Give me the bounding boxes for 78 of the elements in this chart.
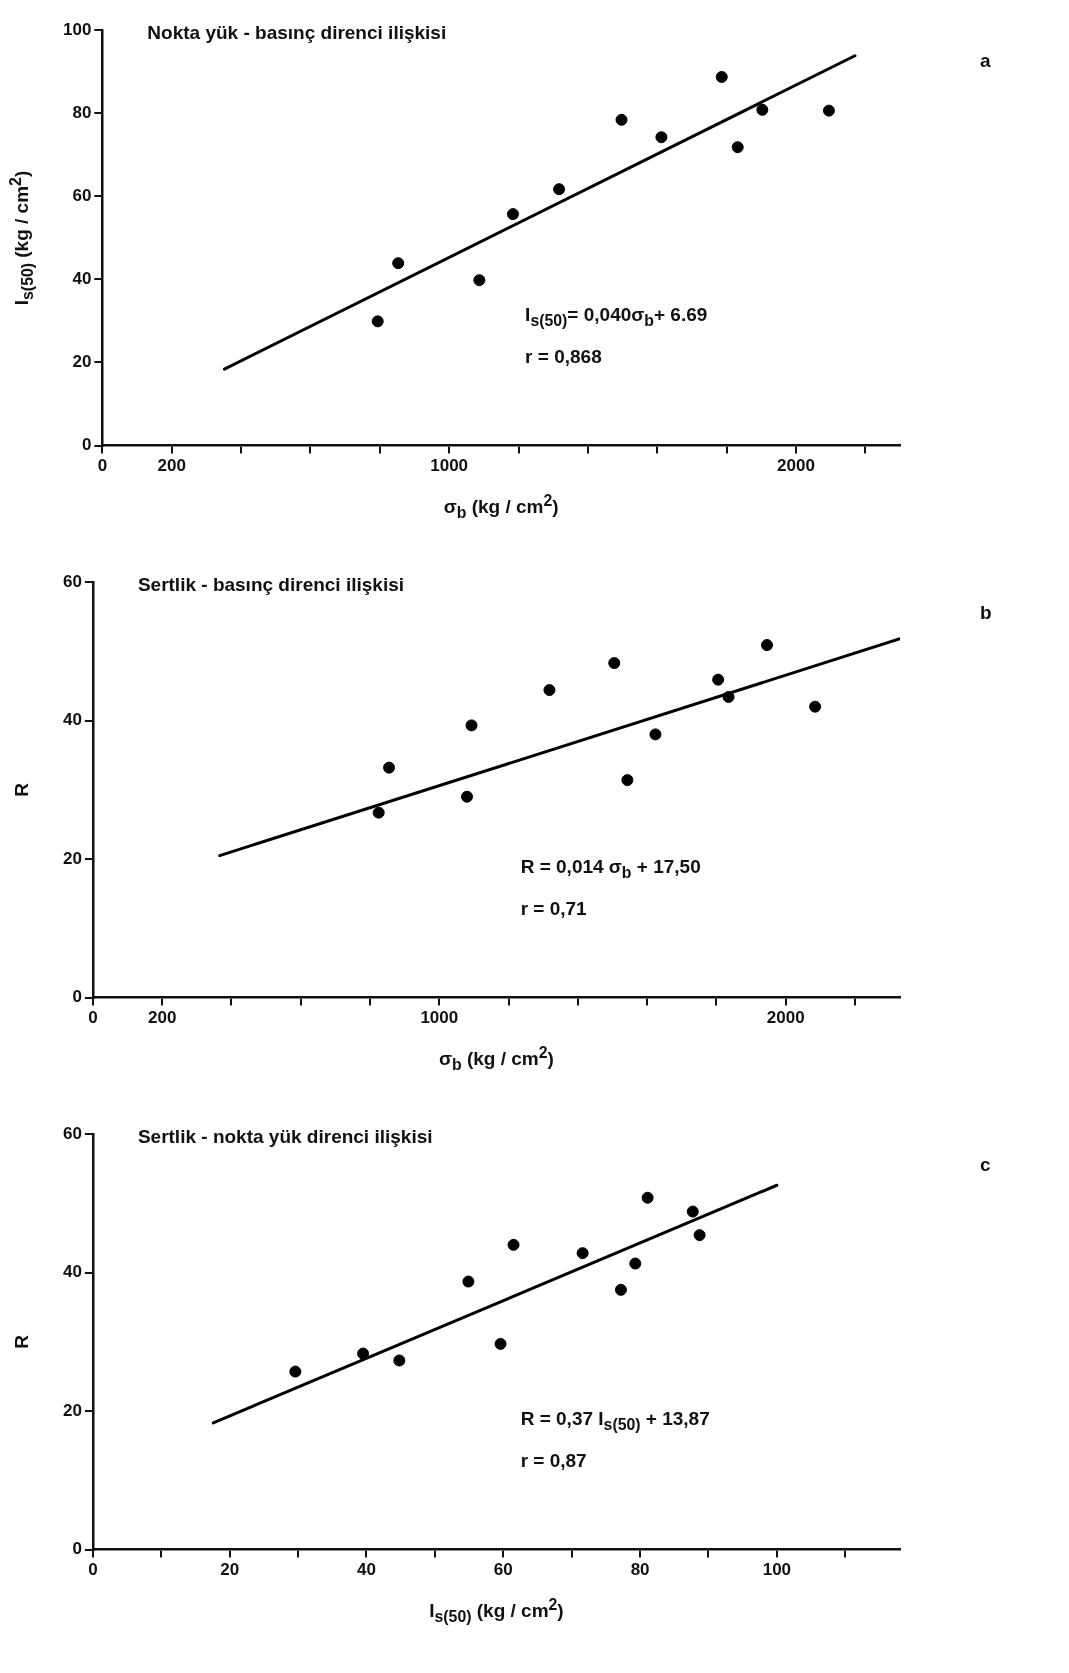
annotation: R = 0,014 σ$_{b}$ + 17,50: [520, 856, 701, 883]
y-tick-label: 20: [72, 352, 92, 372]
y-tick-label: 40: [72, 269, 92, 289]
y-tick-label: 40: [62, 710, 82, 730]
point: [462, 1275, 475, 1288]
y-tick-label: 40: [62, 1262, 82, 1282]
point: [393, 1354, 406, 1367]
y-tick-label: 60: [62, 571, 82, 591]
point: [756, 103, 769, 116]
point: [289, 1365, 302, 1378]
annotation: r = 0,71: [520, 898, 587, 921]
x-tick-label: 60: [493, 1560, 513, 1580]
annotation: r = 0,87: [520, 1450, 587, 1473]
point: [722, 690, 735, 703]
x-tick-label: 0: [97, 456, 108, 476]
chart-title: Sertlik - basınç direnci ilişkisi: [137, 574, 405, 596]
point: [383, 761, 396, 774]
x-axis-title: σ$_{b}$ (kg / cm$^{2}$): [439, 1044, 554, 1075]
x-tick-label: 80: [630, 1560, 650, 1580]
point: [655, 131, 668, 144]
y-tick-label: 20: [62, 1400, 82, 1420]
point: [461, 790, 474, 803]
point: [715, 70, 728, 83]
point: [357, 1347, 370, 1360]
y-tick-label: 60: [72, 185, 92, 205]
text: c: [980, 1154, 991, 1176]
y-tick-label: 80: [72, 102, 92, 122]
point: [621, 774, 634, 787]
x-tick-label: 100: [762, 1560, 792, 1580]
point: [615, 113, 628, 126]
point: [686, 1205, 699, 1218]
point: [506, 208, 519, 221]
point: [543, 684, 556, 697]
point: [641, 1191, 654, 1204]
point: [392, 257, 405, 270]
point: [465, 719, 478, 732]
y-tick-label: 20: [62, 848, 82, 868]
point: [760, 639, 773, 652]
annotation: R = 0,37 I$_{s(50)}$ + 13,87: [520, 1408, 710, 1435]
point: [576, 1247, 589, 1260]
point: [371, 315, 384, 328]
y-tick-label: 0: [81, 435, 92, 455]
point: [473, 274, 486, 287]
point: [507, 1238, 520, 1251]
point: [731, 141, 744, 154]
x-tick-label: 2000: [766, 1008, 805, 1028]
point: [614, 1283, 627, 1296]
x-tick-label: 20: [220, 1560, 240, 1580]
x-tick-label: 2000: [777, 456, 815, 476]
annotation: I$_{s(50)}$= 0,040σ$_{b}$+ 6.69: [525, 304, 708, 331]
point: [372, 806, 385, 819]
point: [629, 1257, 642, 1270]
x-tick-label: 1000: [430, 456, 469, 476]
y-axis-title: R: [11, 782, 33, 797]
chart-title: Sertlik - nokta yük direnci ilişkisi: [137, 1126, 433, 1148]
y-tick-label: 100: [62, 19, 92, 39]
x-axis-title: I$_{s(50)}$ (kg / cm$^{2}$): [429, 1596, 564, 1627]
x-axis-title: σ$_{b}$ (kg / cm$^{2}$): [443, 492, 559, 523]
point: [553, 183, 566, 196]
x-tick-label: 1000: [420, 1008, 459, 1028]
y-tick-label: 60: [62, 1123, 82, 1143]
point: [712, 673, 725, 686]
text: b: [980, 602, 992, 624]
point: [809, 700, 822, 713]
annotation: r = 0,868: [525, 346, 602, 369]
point: [649, 728, 662, 741]
x-tick-label: 200: [157, 456, 186, 476]
chart-title: Nokta yük - basınç direnci ilişkisi: [147, 22, 447, 44]
point: [693, 1229, 706, 1242]
y-axis-title: R: [11, 1334, 33, 1349]
x-tick-label: 200: [148, 1008, 177, 1028]
point: [494, 1337, 507, 1350]
y-tick-label: 0: [72, 987, 82, 1007]
text: a: [980, 50, 991, 72]
x-tick-label: 40: [357, 1560, 376, 1580]
y-tick-label: 0: [72, 1539, 82, 1559]
point: [822, 104, 835, 117]
point: [608, 657, 621, 670]
